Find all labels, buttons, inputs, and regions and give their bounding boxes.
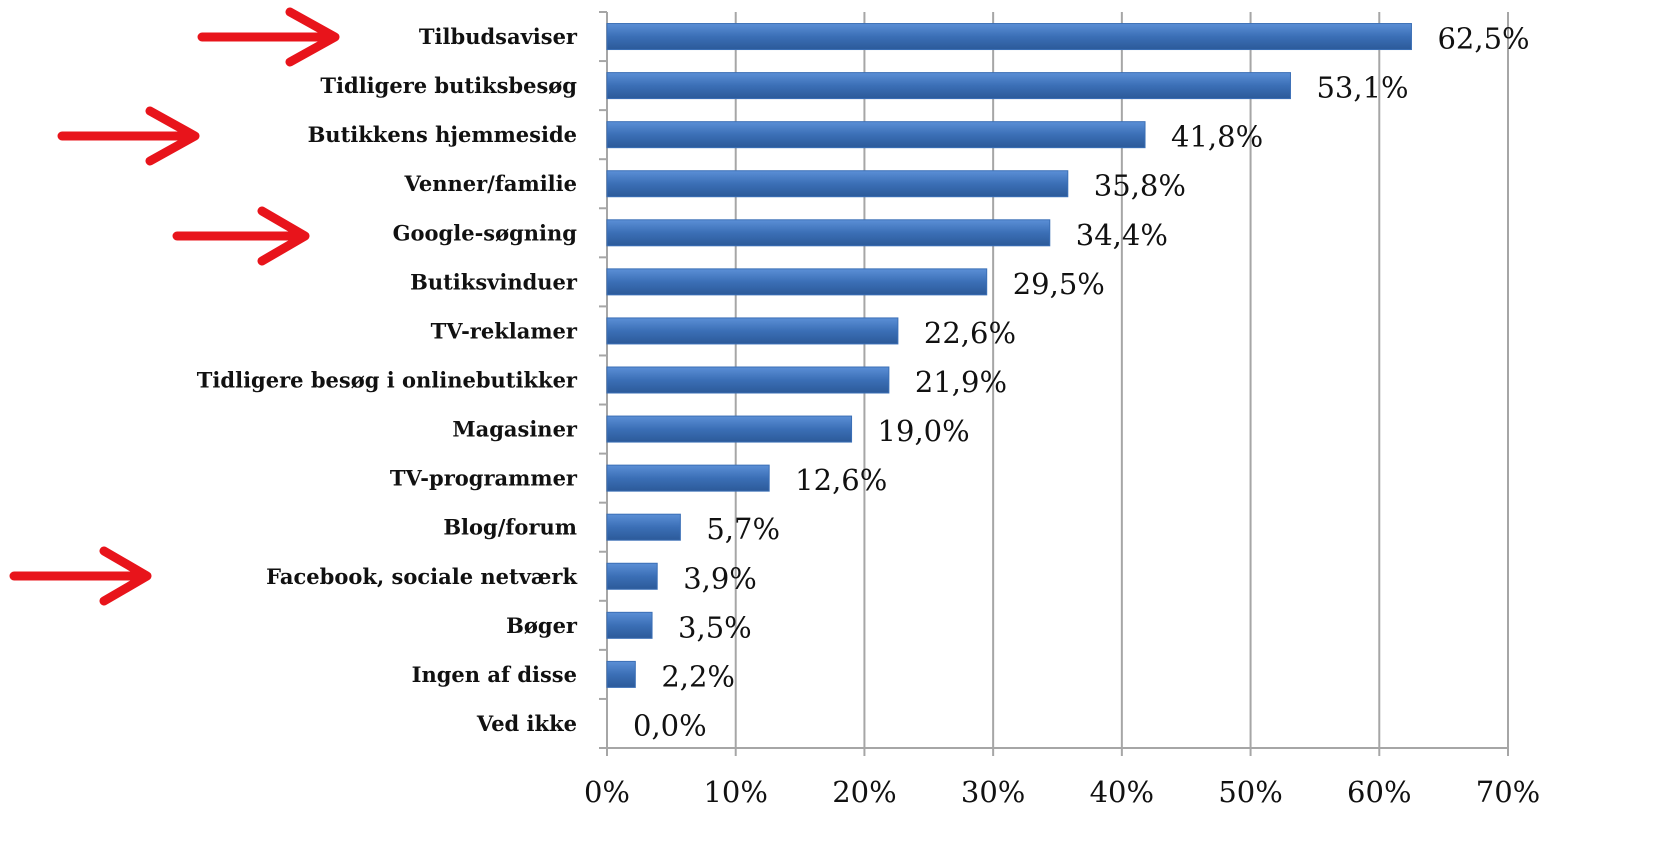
y-tick-label: Tidligere besøg i onlinebutikker (197, 368, 578, 393)
bar (606, 317, 899, 345)
arrow (172, 206, 310, 266)
value-label: 5,7% (706, 512, 780, 546)
arrow (57, 106, 200, 166)
bar (606, 121, 1146, 149)
x-tick-label: 20% (832, 775, 896, 809)
y-tick-label: Blog/forum (443, 515, 577, 540)
y-tick-label: Ved ikke (476, 711, 577, 736)
value-label: 21,9% (915, 365, 1007, 399)
y-tick-label: TV-programmer (390, 466, 578, 491)
y-tick-label: Magasiner (452, 417, 578, 442)
y-tick-label: Butikkens hjemmeside (308, 122, 577, 147)
y-tick-label: Tilbudsaviser (419, 24, 578, 49)
x-tick-label: 0% (584, 775, 630, 809)
value-label: 53,1% (1316, 71, 1408, 105)
bar (606, 72, 1291, 100)
y-tick-label: Ingen af disse (412, 662, 577, 687)
value-label: 19,0% (878, 414, 970, 448)
bar (606, 660, 636, 688)
x-tick-label: 40% (1090, 775, 1154, 809)
arrow (197, 7, 340, 67)
value-label: 29,5% (1013, 267, 1105, 301)
x-tick-label: 50% (1218, 775, 1282, 809)
value-label: 62,5% (1437, 22, 1529, 56)
bar (606, 562, 658, 590)
bar (606, 366, 890, 394)
value-label: 3,5% (678, 610, 752, 644)
bar (606, 23, 1412, 51)
value-label: 22,6% (924, 316, 1016, 350)
bar (606, 268, 988, 296)
bar (606, 611, 653, 639)
value-label: 35,8% (1094, 169, 1186, 203)
y-tick-label: Google-søgning (393, 220, 578, 245)
bar (606, 464, 770, 492)
bar (606, 513, 681, 541)
bar (606, 219, 1051, 247)
bar (606, 415, 853, 443)
y-tick-label: Bøger (506, 613, 578, 638)
x-tick-label: 30% (961, 775, 1025, 809)
y-tick-label: Tidligere butiksbesøg (320, 73, 577, 98)
x-tick-label: 60% (1347, 775, 1411, 809)
x-tick-label: 70% (1476, 775, 1540, 809)
bar (606, 170, 1069, 198)
value-label: 34,4% (1076, 218, 1168, 252)
value-label: 41,8% (1171, 120, 1263, 154)
value-label: 3,9% (683, 561, 757, 595)
y-tick-label: Facebook, sociale netværk (266, 564, 577, 589)
arrow (9, 546, 152, 606)
value-label: 0,0% (633, 708, 707, 742)
value-label: 12,6% (795, 463, 887, 497)
value-label: 2,2% (661, 659, 735, 693)
y-tick-label: Butiksvinduer (410, 269, 578, 294)
y-tick-label: TV-reklamer (431, 318, 578, 343)
y-tick-label: Venner/familie (403, 171, 577, 196)
arrows (9, 7, 340, 606)
x-tick-label: 10% (703, 775, 767, 809)
